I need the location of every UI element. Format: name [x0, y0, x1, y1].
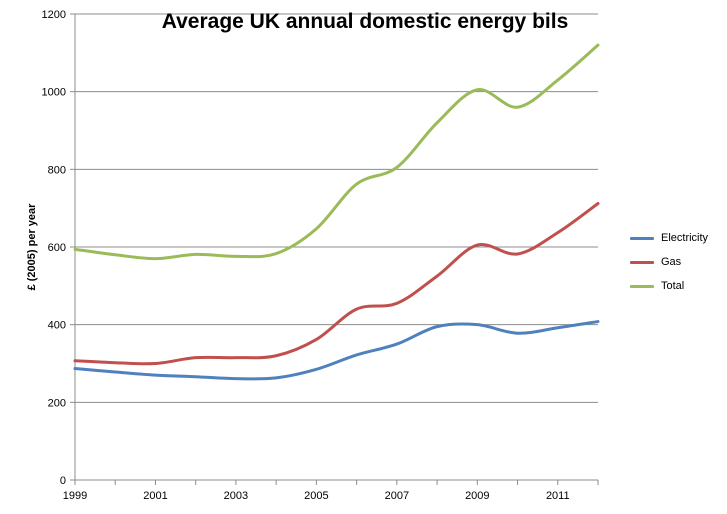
legend-label-total: Total: [661, 280, 685, 292]
legend-label-electricity: Electricity: [661, 232, 709, 244]
axes: [70, 13, 599, 485]
x-tick-label: 2005: [304, 490, 328, 502]
x-tick-label: 2001: [143, 490, 167, 502]
series-line-gas: [73, 202, 600, 366]
legend-swatch-gas: [630, 260, 654, 264]
y-tick-label: 600: [48, 242, 66, 254]
y-tick-label: 1200: [42, 9, 66, 21]
series-lines: [73, 43, 600, 381]
legend-swatch-electricity: [630, 236, 654, 240]
y-axis-label: £ (2005) per year: [26, 203, 38, 291]
legend-item-total: Total: [630, 274, 708, 298]
chart-title: Average UK annual domestic energy bils: [161, 10, 569, 33]
y-tick-label: 800: [48, 164, 66, 176]
y-tick-label: 0: [60, 475, 66, 487]
legend: Electricity Gas Total: [630, 226, 708, 298]
legend-item-gas: Gas: [630, 250, 708, 274]
legend-item-electricity: Electricity: [630, 226, 708, 250]
x-tick-label: 2011: [546, 490, 570, 502]
x-tick-label: 2003: [224, 490, 248, 502]
x-tick-label: 1999: [63, 490, 87, 502]
x-tick-label: 2007: [385, 490, 409, 502]
tick-labels: 0 200 400 600 800 1000 1200 1999 2001 2003 2005 200…: [42, 9, 570, 502]
y-tick-label: 400: [48, 320, 66, 332]
series-line-total: [73, 43, 600, 261]
x-tick-label: 2009: [465, 490, 489, 502]
legend-swatch-total: [630, 284, 654, 288]
y-tick-label: 1000: [42, 87, 66, 99]
gridlines: [75, 13, 598, 403]
series-line-electricity: [73, 320, 600, 381]
y-tick-label: 200: [48, 397, 66, 409]
legend-label-gas: Gas: [661, 256, 682, 268]
